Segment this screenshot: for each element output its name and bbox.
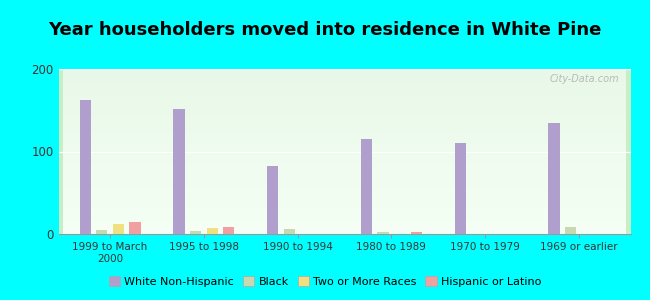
Bar bbox=[361, 139, 372, 234]
Bar bbox=[223, 226, 234, 234]
Bar bbox=[207, 228, 218, 234]
Bar bbox=[174, 109, 185, 234]
Bar bbox=[267, 166, 278, 234]
Bar bbox=[129, 223, 140, 234]
Bar bbox=[96, 230, 107, 234]
Bar bbox=[549, 123, 560, 234]
Bar bbox=[112, 224, 124, 234]
Bar bbox=[565, 227, 577, 234]
Bar bbox=[190, 231, 202, 234]
Bar bbox=[455, 143, 466, 234]
Bar bbox=[411, 232, 422, 234]
Text: City-Data.com: City-Data.com bbox=[549, 74, 619, 84]
Bar bbox=[79, 100, 91, 234]
Bar bbox=[378, 232, 389, 234]
Legend: White Non-Hispanic, Black, Two or More Races, Hispanic or Latino: White Non-Hispanic, Black, Two or More R… bbox=[104, 272, 546, 291]
Bar bbox=[283, 229, 295, 234]
Text: Year householders moved into residence in White Pine: Year householders moved into residence i… bbox=[48, 21, 602, 39]
